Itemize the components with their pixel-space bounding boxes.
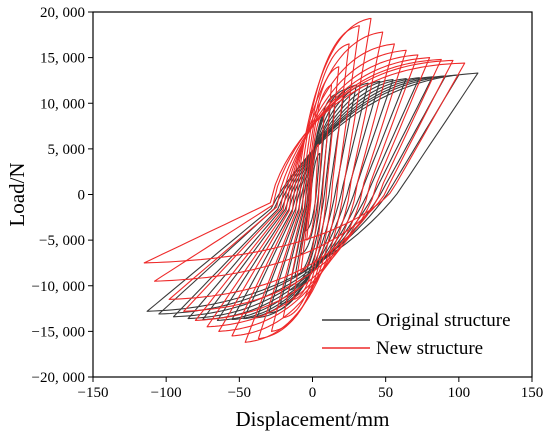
series-layer bbox=[143, 17, 479, 343]
hysteresis-loop bbox=[300, 111, 325, 273]
y-axis-title: Load/N bbox=[5, 162, 29, 226]
hysteresis-loop bbox=[146, 72, 479, 312]
hysteresis-loop bbox=[172, 75, 447, 318]
hysteresis-loop bbox=[288, 93, 337, 291]
legend-label: New structure bbox=[376, 338, 483, 359]
hysteresis-loop bbox=[282, 66, 340, 319]
hysteresis-loop bbox=[153, 59, 454, 282]
hysteresis-loop bbox=[292, 84, 333, 300]
x-axis-title: Displacement/mm bbox=[236, 407, 390, 431]
x-tick-label: −100 bbox=[151, 385, 182, 401]
hysteresis-loop bbox=[268, 84, 357, 314]
hysteresis-loop bbox=[231, 78, 394, 321]
y-tick-label: 5, 000 bbox=[48, 142, 86, 158]
x-tick-label: 150 bbox=[521, 385, 544, 401]
series-original-structure bbox=[146, 72, 479, 321]
y-tick-label: −10, 000 bbox=[32, 279, 85, 295]
hysteresis-loop bbox=[194, 54, 419, 321]
y-tick-label: −15, 000 bbox=[32, 324, 85, 340]
hysteresis-loop bbox=[279, 89, 346, 305]
series-new-structure bbox=[143, 17, 466, 343]
legend-label: Original structure bbox=[376, 310, 511, 331]
hysteresis-loop bbox=[143, 62, 466, 264]
x-axis: −150 −100 −50 0 50 100 150 bbox=[78, 377, 544, 401]
hysteresis-loop bbox=[206, 49, 407, 328]
y-tick-label: 0 bbox=[78, 188, 86, 204]
y-tick-label: −5, 000 bbox=[39, 233, 85, 249]
x-tick-label: 50 bbox=[378, 385, 393, 401]
hysteresis-loop bbox=[243, 80, 381, 320]
y-tick-label: 10, 000 bbox=[40, 96, 85, 112]
hysteresis-loop bbox=[168, 58, 442, 300]
y-tick-label: −20, 000 bbox=[32, 370, 85, 386]
hysteresis-loop bbox=[270, 43, 350, 332]
hysteresis-loop bbox=[187, 76, 434, 320]
hysteresis-loop bbox=[244, 17, 372, 343]
x-tick-label: 100 bbox=[448, 385, 471, 401]
y-tick-label: 15, 000 bbox=[40, 51, 85, 67]
x-tick-label: −50 bbox=[228, 385, 251, 401]
y-axis: −20, 000 −15, 000 −10, 000 −5, 000 0 5, 000 10… bbox=[32, 5, 93, 386]
hysteresis-loop bbox=[218, 43, 395, 332]
y-tick-label: 20, 000 bbox=[40, 5, 85, 21]
hysteresis-loop bbox=[231, 31, 384, 337]
hysteresis-loop bbox=[158, 74, 460, 315]
hysteresis-loop bbox=[183, 57, 431, 312]
x-tick-label: −150 bbox=[78, 385, 109, 401]
legend: Original structure New structure bbox=[322, 310, 511, 359]
x-tick-label: 0 bbox=[309, 385, 317, 401]
